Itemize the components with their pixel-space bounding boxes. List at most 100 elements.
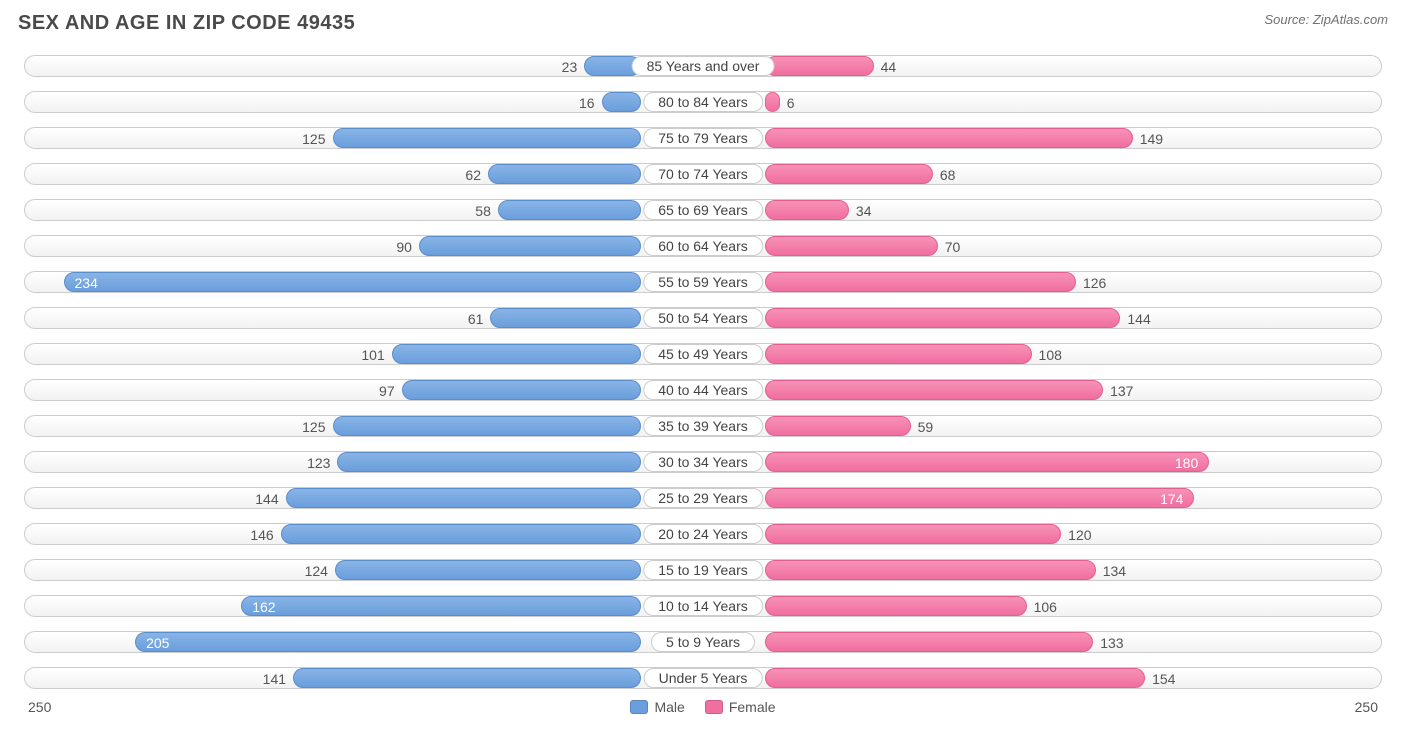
age-label: 15 to 19 Years bbox=[643, 560, 763, 580]
age-label: 45 to 49 Years bbox=[643, 344, 763, 364]
male-value: 90 bbox=[396, 237, 420, 257]
female-value: 106 bbox=[1026, 597, 1057, 617]
pyramid-row: 234485 Years and over bbox=[18, 49, 1388, 83]
male-value: 205 bbox=[136, 633, 179, 653]
pyramid-row: 16680 to 84 Years bbox=[18, 85, 1388, 119]
age-label: 75 to 79 Years bbox=[643, 128, 763, 148]
male-bar: 125 bbox=[333, 128, 642, 148]
female-value: 174 bbox=[1150, 489, 1193, 509]
age-label: 35 to 39 Years bbox=[643, 416, 763, 436]
male-value: 162 bbox=[242, 597, 285, 617]
female-bar: 126 bbox=[765, 272, 1076, 292]
male-value: 125 bbox=[302, 417, 333, 437]
age-label: 20 to 24 Years bbox=[643, 524, 763, 544]
female-value: 137 bbox=[1102, 381, 1133, 401]
swatch-female bbox=[705, 700, 723, 714]
male-value: 234 bbox=[65, 273, 108, 293]
age-label: 85 Years and over bbox=[632, 56, 775, 76]
pyramid-row: 146 12020 to 24 Years bbox=[18, 517, 1388, 551]
chart-source: Source: ZipAtlas.com bbox=[1264, 12, 1388, 27]
swatch-male bbox=[630, 700, 648, 714]
female-bar: 34 bbox=[765, 200, 849, 220]
female-value: 134 bbox=[1095, 561, 1126, 581]
pyramid-row: 907060 to 64 Years bbox=[18, 229, 1388, 263]
male-bar: 234 bbox=[64, 272, 642, 292]
female-value: 133 bbox=[1092, 633, 1123, 653]
male-bar: 144 bbox=[286, 488, 641, 508]
male-value: 124 bbox=[305, 561, 336, 581]
legend: Male Female bbox=[630, 699, 775, 715]
pyramid-row: 6114450 to 54 Years bbox=[18, 301, 1388, 335]
male-value: 141 bbox=[263, 669, 294, 689]
pyramid-row: 23412655 to 59 Years bbox=[18, 265, 1388, 299]
female-bar: 44 bbox=[765, 56, 874, 76]
female-value: 154 bbox=[1144, 669, 1175, 689]
legend-item-female: Female bbox=[705, 699, 776, 715]
female-bar: 59 bbox=[765, 416, 911, 436]
age-label: 10 to 14 Years bbox=[643, 596, 763, 616]
age-label: 5 to 9 Years bbox=[651, 632, 755, 652]
female-value: 59 bbox=[910, 417, 934, 437]
legend-female-label: Female bbox=[729, 699, 776, 715]
male-bar: 124 bbox=[335, 560, 641, 580]
male-bar: 123 bbox=[337, 452, 641, 472]
age-label: 40 to 44 Years bbox=[643, 380, 763, 400]
female-value: 108 bbox=[1031, 345, 1062, 365]
pyramid-row: 58 3465 to 69 Years bbox=[18, 193, 1388, 227]
population-pyramid-chart: 234485 Years and over16680 to 84 Years12… bbox=[18, 49, 1388, 695]
pyramid-row: 1255935 to 39 Years bbox=[18, 409, 1388, 443]
male-bar: 58 bbox=[498, 200, 641, 220]
male-value: 101 bbox=[361, 345, 392, 365]
female-bar: 137 bbox=[765, 380, 1103, 400]
male-bar: 16 bbox=[602, 92, 641, 112]
age-label: Under 5 Years bbox=[644, 668, 763, 688]
female-bar: 149 bbox=[765, 128, 1133, 148]
female-bar: 68 bbox=[765, 164, 933, 184]
female-bar: 144 bbox=[765, 308, 1120, 328]
male-value: 23 bbox=[562, 57, 586, 77]
male-value: 146 bbox=[250, 525, 281, 545]
male-bar: 141 bbox=[293, 668, 641, 688]
axis-legend-row: 250 Male Female 250 bbox=[18, 699, 1388, 715]
female-bar: 134 bbox=[765, 560, 1096, 580]
male-value: 61 bbox=[468, 309, 492, 329]
age-label: 60 to 64 Years bbox=[643, 236, 763, 256]
pyramid-row: 205 133 5 to 9 Years bbox=[18, 625, 1388, 659]
legend-item-male: Male bbox=[630, 699, 684, 715]
male-bar: 97 bbox=[402, 380, 641, 400]
age-label: 80 to 84 Years bbox=[643, 92, 763, 112]
male-value: 62 bbox=[465, 165, 489, 185]
female-bar: 106 bbox=[765, 596, 1027, 616]
male-value: 58 bbox=[475, 201, 499, 221]
male-bar: 90 bbox=[419, 236, 641, 256]
male-bar: 125 bbox=[333, 416, 642, 436]
male-bar: 62 bbox=[488, 164, 641, 184]
male-value: 125 bbox=[302, 129, 333, 149]
pyramid-row: 144 174 25 to 29 Years bbox=[18, 481, 1388, 515]
female-value: 180 bbox=[1165, 453, 1208, 473]
female-bar: 180 bbox=[765, 452, 1209, 472]
female-value: 44 bbox=[873, 57, 897, 77]
male-bar: 101 bbox=[392, 344, 641, 364]
axis-max-right: 250 bbox=[1355, 699, 1378, 715]
age-label: 30 to 34 Years bbox=[643, 452, 763, 472]
age-label: 70 to 74 Years bbox=[643, 164, 763, 184]
female-bar: 120 bbox=[765, 524, 1061, 544]
chart-title: SEX AND AGE IN ZIP CODE 49435 bbox=[18, 12, 355, 35]
pyramid-row: 10110845 to 49 Years bbox=[18, 337, 1388, 371]
axis-max-left: 250 bbox=[28, 699, 51, 715]
male-bar: 162 bbox=[241, 596, 641, 616]
pyramid-row: 141 154 Under 5 Years bbox=[18, 661, 1388, 695]
age-label: 65 to 69 Years bbox=[643, 200, 763, 220]
age-label: 25 to 29 Years bbox=[643, 488, 763, 508]
female-value: 144 bbox=[1119, 309, 1150, 329]
legend-male-label: Male bbox=[654, 699, 684, 715]
pyramid-row: 9713740 to 44 Years bbox=[18, 373, 1388, 407]
female-bar: 108 bbox=[765, 344, 1032, 364]
male-value: 123 bbox=[307, 453, 338, 473]
male-bar: 205 bbox=[135, 632, 641, 652]
male-bar: 146 bbox=[281, 524, 641, 544]
male-value: 16 bbox=[579, 93, 603, 113]
female-value: 126 bbox=[1075, 273, 1106, 293]
female-value: 149 bbox=[1132, 129, 1163, 149]
